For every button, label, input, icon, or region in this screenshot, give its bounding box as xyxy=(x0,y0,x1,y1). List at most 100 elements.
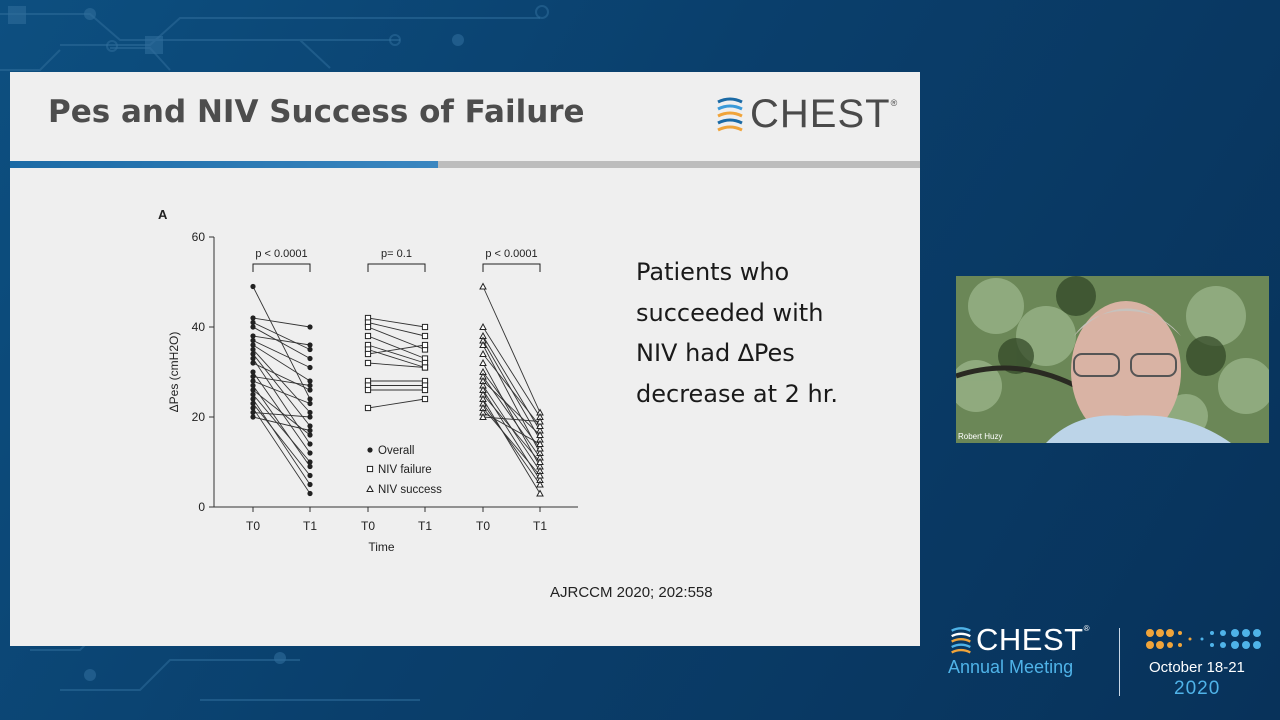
data-point xyxy=(307,463,313,470)
delta-pes-chart: A 0 20 40 60 ΔPes (cmH2O) T0 T1 T0 T1 T0 T1 Time p < … xyxy=(158,207,578,554)
data-point xyxy=(307,364,313,371)
data-point xyxy=(307,382,313,389)
footer-brand: CHEST xyxy=(976,622,1084,657)
data-point xyxy=(421,364,429,371)
data-point xyxy=(421,386,429,394)
data-point xyxy=(536,480,544,488)
series-line xyxy=(252,403,311,476)
chest-logo: CHEST ® xyxy=(714,94,897,134)
title-underline-gray xyxy=(438,161,920,168)
legend-marker xyxy=(367,447,373,453)
data-point xyxy=(479,358,487,366)
series-line xyxy=(252,412,311,418)
presentation-slide: Pes and NIV Success of Failure CHEST ® A… xyxy=(10,72,920,646)
p-value-label: p < 0.0001 xyxy=(485,248,537,260)
series-line xyxy=(367,362,426,368)
series-line xyxy=(252,407,311,494)
significance-bracket xyxy=(252,263,311,272)
data-point xyxy=(250,409,256,416)
data-point xyxy=(307,387,313,393)
data-point xyxy=(364,359,372,367)
data-point xyxy=(364,323,372,331)
data-point xyxy=(307,324,313,330)
data-point xyxy=(307,414,313,420)
data-point xyxy=(307,459,313,465)
data-point xyxy=(307,427,313,434)
data-point xyxy=(307,423,313,429)
series-line xyxy=(252,317,311,328)
bullet-text: Patients who succeeded with NIV had ∆Pes… xyxy=(636,252,896,414)
data-point xyxy=(307,355,313,362)
y-tick-label: 60 xyxy=(192,230,206,244)
series-line xyxy=(252,322,311,350)
bullet-line: Patients who xyxy=(636,258,790,286)
chest-logo-mark-icon xyxy=(717,97,743,132)
data-point xyxy=(479,349,487,357)
speaker-video: Robert Huzy xyxy=(956,276,1269,443)
speaker-name: Robert Huzy xyxy=(958,432,1003,441)
series-line xyxy=(482,398,541,494)
data-point xyxy=(479,340,487,348)
series-line xyxy=(252,335,311,346)
data-point xyxy=(307,346,313,353)
data-point xyxy=(250,351,256,357)
legend-label: Overall xyxy=(378,445,414,457)
data-point xyxy=(479,322,487,330)
series-line xyxy=(252,389,311,436)
data-point xyxy=(250,355,256,362)
data-point xyxy=(250,324,256,330)
series-line xyxy=(482,380,541,436)
x-tick-label: T1 xyxy=(303,519,317,533)
data-point xyxy=(250,283,256,290)
data-point xyxy=(250,378,256,384)
panel-label: A xyxy=(158,207,168,222)
data-point xyxy=(250,360,256,366)
p-value-label: p= 0.1 xyxy=(381,248,412,260)
series-line xyxy=(482,362,541,467)
x-tick-label: T0 xyxy=(476,519,490,533)
series-line xyxy=(252,394,311,463)
chest-logo-text: CHEST xyxy=(750,92,891,136)
data-point xyxy=(250,373,256,380)
series-line xyxy=(482,403,541,485)
bullet-line: succeeded with xyxy=(636,298,824,327)
data-point xyxy=(421,323,429,331)
data-point xyxy=(250,333,256,339)
series-line xyxy=(367,317,426,328)
x-tick-label: T0 xyxy=(361,519,375,533)
data-point xyxy=(307,472,313,479)
y-axis-label: ΔPes (cmH2O) xyxy=(167,332,181,413)
speaker-video-frame xyxy=(956,276,1269,443)
data-point xyxy=(536,417,544,425)
series-line xyxy=(482,286,541,413)
data-point xyxy=(479,282,487,290)
legend-label: NIV success xyxy=(378,484,442,496)
data-point xyxy=(536,421,544,429)
data-point xyxy=(307,342,313,348)
data-point xyxy=(250,382,256,389)
series-line xyxy=(252,344,311,382)
x-tick-label: T1 xyxy=(418,519,432,533)
series-line xyxy=(482,326,541,418)
series-line xyxy=(367,335,426,359)
data-point xyxy=(536,444,544,452)
footer-divider xyxy=(1119,628,1120,696)
data-point xyxy=(307,409,313,416)
series-line xyxy=(252,385,311,467)
x-axis-label: Time xyxy=(368,540,395,554)
y-tick-label: 0 xyxy=(198,500,205,514)
footer-brand-registered: ® xyxy=(1083,624,1090,633)
series-line xyxy=(252,376,311,386)
data-point xyxy=(536,457,544,465)
citation: AJRCCM 2020; 202:558 xyxy=(550,584,713,601)
series-line xyxy=(252,362,311,391)
series-line xyxy=(482,416,541,422)
series-line xyxy=(252,358,311,445)
data-point xyxy=(307,481,313,488)
series-line xyxy=(482,407,541,476)
footer-logo: CHEST ® Annual Meeting xyxy=(948,624,1089,678)
data-point xyxy=(421,395,429,403)
data-point xyxy=(250,315,256,321)
series-line xyxy=(367,322,426,337)
p-value-label: p < 0.0001 xyxy=(255,248,307,260)
